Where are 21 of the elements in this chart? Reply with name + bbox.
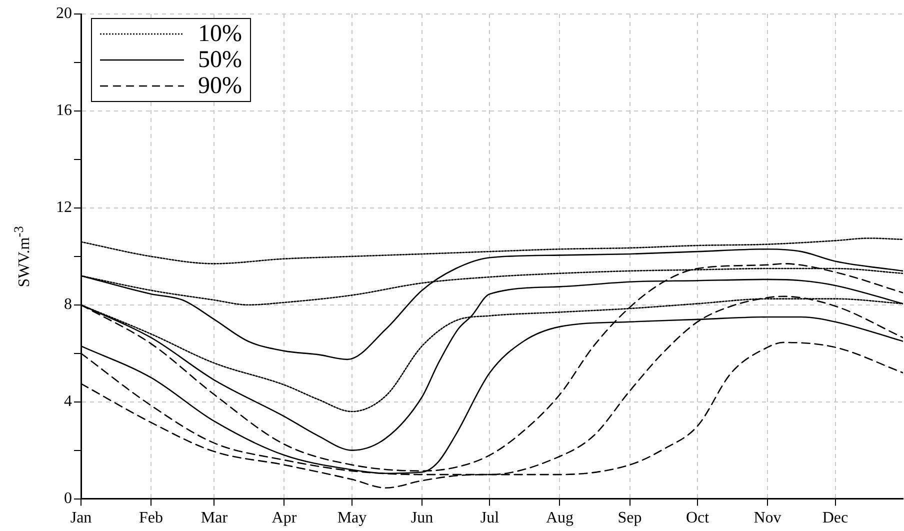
x-tick-label: Nov: [754, 510, 782, 527]
x-tick-label: Aug: [546, 510, 574, 527]
x-tick-label: Feb: [139, 510, 164, 527]
y-tick-label: 4: [64, 393, 72, 410]
y-tick-label: 0: [64, 490, 72, 508]
y-tick-label: 8: [64, 296, 72, 314]
x-tick-label: Jun: [410, 510, 434, 527]
x-tick-label: Mar: [200, 510, 228, 527]
x-tick-label: Dec: [822, 510, 848, 527]
legend-label: 50%: [198, 47, 242, 73]
legend-label: 90%: [198, 73, 242, 99]
x-tick-label: Apr: [272, 510, 298, 527]
y-tick-label: 16: [56, 102, 72, 120]
x-tick-label: Sep: [618, 510, 642, 527]
y-tick-label: 12: [56, 199, 72, 216]
y-tick-label: 20: [56, 5, 72, 22]
x-tick-label: Jan: [70, 510, 92, 527]
legend-label: 10%: [198, 21, 242, 47]
x-tick-label: Oct: [686, 510, 710, 527]
x-tick-label: Jul: [480, 510, 500, 527]
x-tick-label: May: [337, 510, 367, 527]
